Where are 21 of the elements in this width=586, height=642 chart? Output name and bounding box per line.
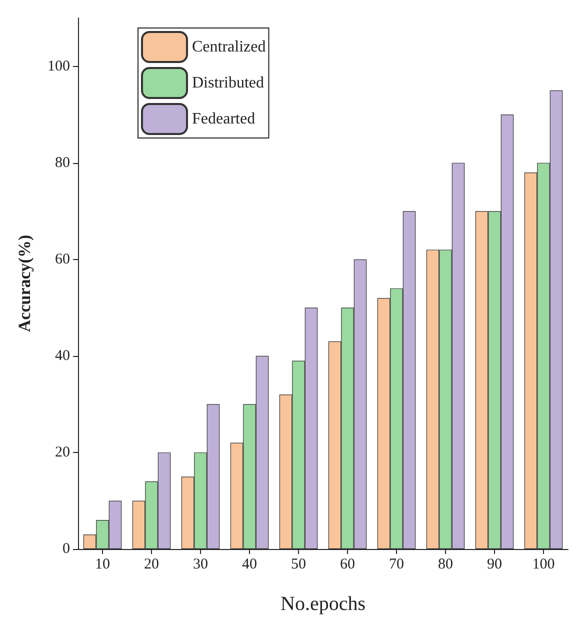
legend-label: Centralized xyxy=(192,38,266,56)
x-tick-label: 30 xyxy=(193,556,208,572)
y-tick-label: 100 xyxy=(48,58,70,74)
legend-label: Fedearted xyxy=(192,110,256,128)
y-tick-label: 20 xyxy=(55,444,70,460)
y-tick-label: 40 xyxy=(55,348,70,364)
x-tick-label: 10 xyxy=(95,556,110,572)
x-axis-title: No.epochs xyxy=(280,593,366,615)
y-tick-label: 60 xyxy=(55,251,70,268)
x-tick-label: 80 xyxy=(438,556,453,572)
x-tick-label: 60 xyxy=(340,556,355,572)
y-tick-label: 80 xyxy=(55,154,70,171)
y-axis-title: Accuracy(%) xyxy=(15,234,34,332)
x-tick-label: 70 xyxy=(389,556,404,572)
y-tick-label: 0 xyxy=(62,541,70,557)
legend-label: Distributed xyxy=(192,74,264,92)
x-tick-label: 50 xyxy=(291,556,306,572)
x-tick-label: 100 xyxy=(532,556,555,572)
x-tick-label: 40 xyxy=(242,556,257,572)
x-tick-label: 90 xyxy=(487,556,502,572)
x-tick-label: 20 xyxy=(144,556,159,572)
